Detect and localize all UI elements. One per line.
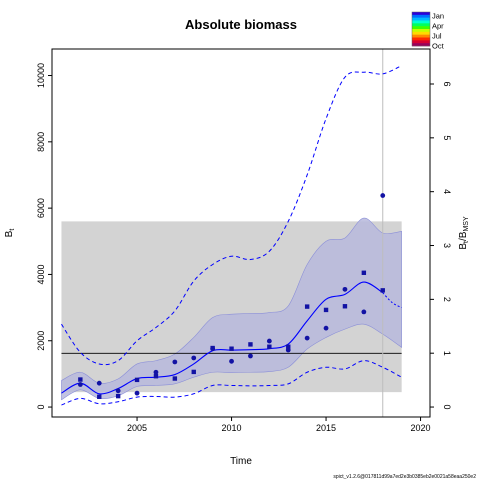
observation-square — [134, 377, 140, 383]
x-axis-label: Time — [230, 456, 252, 467]
observation-point — [380, 193, 386, 198]
legend-color-swatch — [412, 37, 430, 41]
x-tick-label: 2010 — [222, 423, 242, 433]
observation-point — [266, 338, 272, 344]
legend-color-swatch — [412, 26, 430, 30]
legend-color-swatch — [412, 17, 430, 21]
x-tick-label: 2005 — [127, 423, 147, 433]
y-tick-label-right: 1 — [442, 351, 452, 356]
observation-square — [267, 344, 272, 349]
observation-square — [78, 377, 83, 382]
observation-point — [304, 335, 310, 341]
ci-outer-upper-line — [61, 65, 402, 366]
observation-square — [191, 369, 196, 375]
y-tick-label-left: 2000 — [36, 331, 46, 351]
y-tick-label-right: 4 — [442, 189, 452, 194]
observation-square — [210, 345, 215, 351]
y-tick-label-left: 10000 — [36, 63, 46, 88]
observation-square — [380, 288, 385, 293]
legend-color-swatch — [412, 14, 430, 18]
median-forecast-line — [382, 292, 402, 309]
chart-title: Absolute biomass — [185, 17, 297, 32]
observation-square — [97, 394, 102, 399]
observation-point — [172, 359, 178, 365]
legend-label: Jul — [432, 32, 442, 41]
observation-point — [361, 309, 367, 315]
legend-color-swatch — [412, 34, 430, 38]
observation-point — [77, 382, 83, 387]
y-axis-label-left: Bt — [4, 229, 16, 238]
y-tick-label-left: 6000 — [36, 198, 46, 218]
observation-point — [134, 390, 140, 396]
ci-band-inner — [61, 217, 402, 401]
legend-label: Oct — [432, 42, 445, 51]
x-tick-label: 2015 — [316, 423, 336, 433]
y-tick-label-left: 8000 — [36, 132, 46, 152]
legend-frame — [411, 11, 431, 47]
legend-color-swatch — [412, 40, 430, 44]
observation-point — [229, 358, 234, 364]
legend-color-swatch — [412, 12, 430, 16]
observation-point — [342, 286, 348, 292]
legend-color-swatch — [412, 31, 430, 35]
y-axis-left: 0 2000 4000 6000 8000 10000 — [36, 63, 52, 410]
legend-label: Jan — [432, 12, 444, 21]
x-axis: 2005 2010 2015 2020 — [127, 417, 431, 433]
y-tick-label-left: 4000 — [36, 264, 46, 284]
observation-square — [323, 307, 329, 313]
observation-square — [286, 344, 291, 349]
observation-point — [248, 353, 253, 359]
y-tick-label-left: 0 — [36, 405, 46, 410]
plot-frame — [51, 48, 431, 418]
observation-point — [153, 369, 159, 375]
observation-square — [304, 304, 310, 309]
observation-square — [361, 270, 367, 275]
y-tick-label-right: 5 — [442, 135, 452, 140]
observation-square — [172, 376, 178, 381]
observation-square — [229, 346, 234, 351]
observation-point — [115, 388, 121, 394]
legend-color-swatch — [412, 29, 430, 33]
legend-color-swatch — [412, 43, 430, 47]
observation-point — [191, 355, 197, 361]
legend-label: Apr — [432, 22, 444, 31]
legend-color-swatch — [412, 20, 430, 24]
x-tick-label: 2020 — [411, 423, 431, 433]
y-tick-label-right: 6 — [442, 81, 452, 86]
y-axis-label-right: Bt/BMSY — [458, 216, 470, 250]
observation-point — [323, 325, 329, 331]
observation-square — [115, 393, 121, 399]
y-axis-right: 0 1 2 3 4 5 6 — [430, 81, 452, 410]
footer-version: spict_v1.2.6@017811d99a7ed2e3b0385eb2e00… — [333, 474, 476, 480]
ci-outer-lower-line — [61, 360, 402, 406]
observation-square — [153, 374, 159, 379]
observation-square — [248, 342, 253, 347]
y-tick-label-right: 3 — [442, 243, 452, 248]
plot-area — [61, 49, 402, 417]
observation-square — [342, 304, 348, 309]
y-tick-label-right: 2 — [442, 297, 452, 302]
observation-point — [96, 380, 102, 386]
y-tick-label-right: 0 — [442, 405, 452, 410]
legend-color-swatch — [412, 23, 430, 27]
